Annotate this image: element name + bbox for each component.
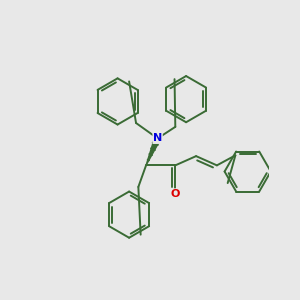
Text: N: N [153, 134, 162, 143]
Polygon shape [146, 137, 160, 165]
Text: O: O [171, 189, 180, 199]
